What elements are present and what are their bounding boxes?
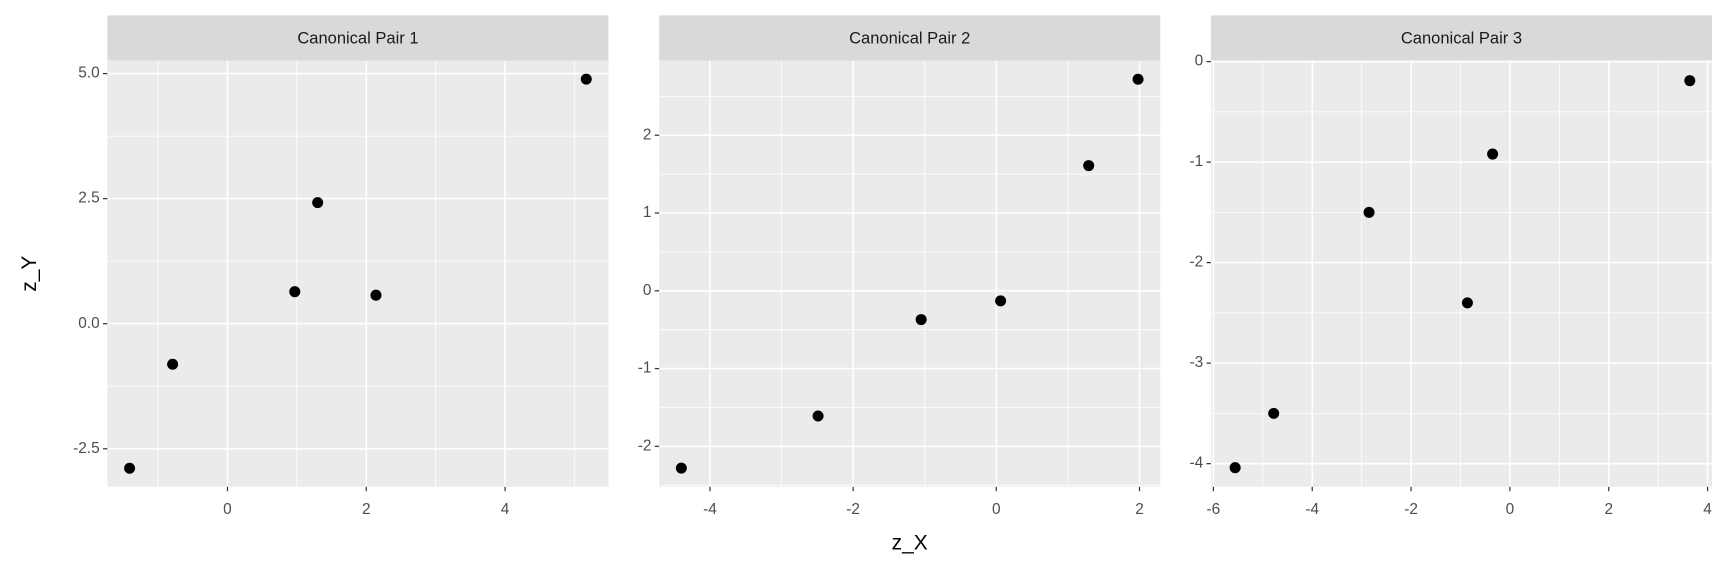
panel-background bbox=[659, 60, 1161, 487]
point bbox=[1268, 407, 1280, 419]
strip-background bbox=[659, 15, 1161, 61]
panel-background bbox=[1210, 60, 1713, 487]
point bbox=[1132, 73, 1144, 85]
point bbox=[812, 410, 824, 422]
x-tick-label: -6 bbox=[1207, 501, 1221, 518]
point bbox=[995, 295, 1007, 307]
x-axis-title: z_X bbox=[892, 532, 928, 555]
y-tick-label: -2 bbox=[1190, 254, 1204, 271]
x-tick-label: -2 bbox=[846, 501, 860, 518]
y-tick-label: 1 bbox=[643, 204, 652, 221]
point bbox=[124, 462, 136, 474]
x-tick-label: -4 bbox=[1305, 501, 1319, 518]
y-tick-label: 0.0 bbox=[78, 315, 99, 332]
point bbox=[289, 286, 301, 298]
y-tick-label: 5.0 bbox=[78, 65, 99, 82]
point bbox=[167, 358, 179, 370]
y-tick-label: 2.5 bbox=[78, 190, 99, 207]
panel-title: Canonical Pair 3 bbox=[1401, 28, 1522, 47]
point bbox=[1229, 462, 1241, 474]
x-tick-label: -2 bbox=[1404, 501, 1418, 518]
panel-title: Canonical Pair 1 bbox=[297, 28, 418, 47]
y-tick-label: 0 bbox=[643, 282, 652, 299]
y-tick-label: 0 bbox=[1195, 53, 1204, 70]
y-tick-label: 2 bbox=[643, 126, 652, 143]
x-tick-label: 2 bbox=[1604, 501, 1613, 518]
x-tick-label: 2 bbox=[1135, 501, 1144, 518]
panel-background bbox=[107, 60, 609, 487]
x-tick-label: 0 bbox=[992, 501, 1001, 518]
point bbox=[1363, 206, 1375, 218]
x-tick-label: 2 bbox=[362, 501, 371, 518]
y-tick-label: -1 bbox=[1190, 153, 1204, 170]
strip-background bbox=[107, 15, 609, 61]
point bbox=[915, 314, 927, 326]
y-tick-label: -2.5 bbox=[73, 440, 100, 457]
y-tick-label: -2 bbox=[638, 437, 652, 454]
point bbox=[1461, 297, 1473, 309]
x-tick-label: 4 bbox=[1703, 501, 1712, 518]
point bbox=[580, 73, 592, 85]
point bbox=[312, 197, 324, 209]
y-tick-label: -4 bbox=[1190, 455, 1204, 472]
x-tick-label: 0 bbox=[1506, 501, 1515, 518]
point bbox=[370, 289, 382, 301]
y-axis-title: z_Y bbox=[18, 256, 41, 292]
point bbox=[1487, 148, 1499, 160]
x-tick-label: 4 bbox=[501, 501, 510, 518]
point bbox=[1083, 160, 1095, 172]
x-tick-label: 0 bbox=[223, 501, 232, 518]
x-tick-label: -4 bbox=[703, 501, 717, 518]
y-tick-label: -1 bbox=[638, 360, 652, 377]
panel-title: Canonical Pair 2 bbox=[849, 28, 970, 47]
strip-background bbox=[1210, 15, 1713, 61]
y-tick-label: -3 bbox=[1190, 354, 1204, 371]
point bbox=[1684, 75, 1696, 87]
point bbox=[675, 462, 687, 474]
